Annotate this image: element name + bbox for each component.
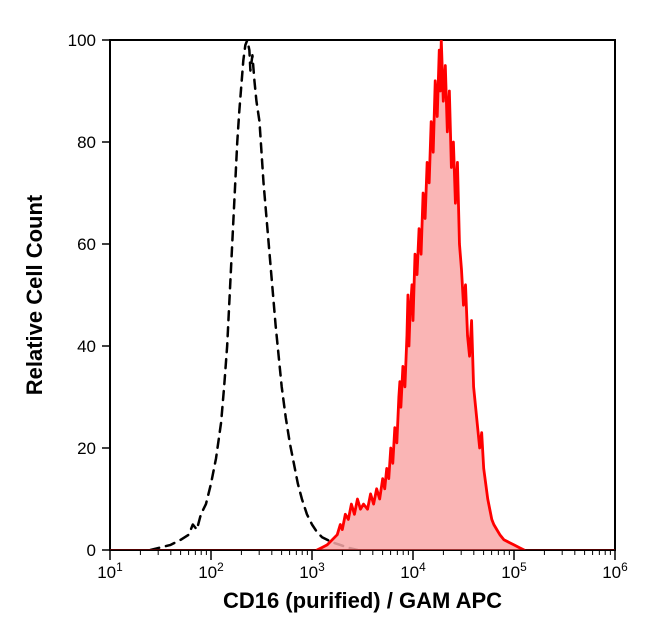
y-tick-label: 60 xyxy=(77,235,96,254)
y-axis-label: Relative Cell Count xyxy=(22,194,47,395)
y-tick-label: 80 xyxy=(77,133,96,152)
x-axis-label: CD16 (purified) / GAM APC xyxy=(223,588,502,613)
y-tick-label: 100 xyxy=(68,31,96,50)
y-tick-label: 40 xyxy=(77,337,96,356)
y-tick-label: 20 xyxy=(77,439,96,458)
flow-histogram: 101102103104105106020406080100CD16 (puri… xyxy=(0,0,646,641)
chart-container: 101102103104105106020406080100CD16 (puri… xyxy=(0,0,646,641)
y-tick-label: 0 xyxy=(87,541,96,560)
